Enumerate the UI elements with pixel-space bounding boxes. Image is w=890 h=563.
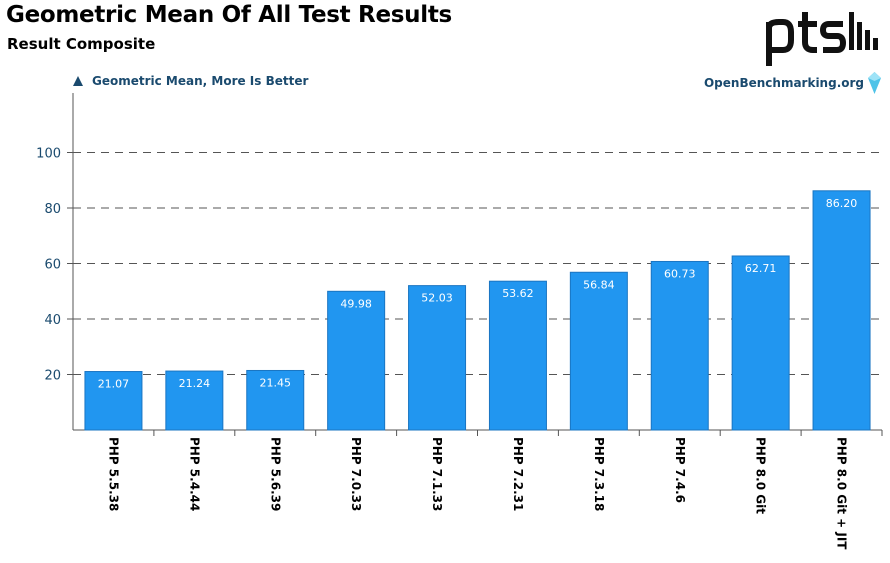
bar: [408, 285, 467, 431]
openbenchmarking-icon: [868, 72, 881, 94]
value-label: 21.07: [98, 378, 130, 391]
source-text: OpenBenchmarking.org: [703, 76, 864, 90]
value-label: 53.62: [502, 287, 534, 300]
triangle-up-icon: [73, 76, 83, 86]
value-label: 21.45: [260, 376, 292, 389]
category-label: PHP 7.3.18: [592, 437, 606, 511]
pts-logo: [766, 12, 878, 66]
value-label: 62.71: [745, 262, 777, 275]
category-label: PHP 5.6.39: [268, 437, 282, 511]
value-label: 21.24: [179, 377, 211, 390]
category-label: PHP 5.4.44: [187, 437, 201, 511]
y-tick-label: 80: [44, 202, 61, 217]
metric-label: Geometric Mean, More Is Better: [73, 74, 308, 88]
value-label: 49.98: [340, 297, 372, 310]
bar: [488, 280, 547, 431]
bar: [650, 260, 709, 431]
y-tick-label: 40: [44, 313, 61, 328]
chart-subtitle: Result Composite: [7, 35, 156, 53]
bar: [246, 369, 305, 431]
y-tick-label: 60: [44, 258, 61, 273]
value-label: 60.73: [664, 267, 696, 280]
category-label: PHP 8.0 Git: [754, 437, 768, 514]
category-label: PHP 5.5.38: [106, 437, 120, 511]
category-label: PHP 7.2.31: [511, 437, 525, 511]
category-label: PHP 7.1.33: [430, 437, 444, 511]
value-label: 52.03: [421, 292, 453, 305]
value-label: 86.20: [826, 197, 858, 210]
y-tick-label: 100: [36, 147, 61, 162]
bar: [731, 255, 790, 431]
category-label: PHP 8.0 Git + JIT: [835, 437, 849, 550]
bars: [84, 190, 871, 431]
labels: 20 40 60 80 100 21.07 PHP 5.5.38 21.24 PHP 5.4.4…: [36, 147, 857, 551]
chart-title: Geometric Mean Of All Test Results: [6, 2, 452, 28]
bar: [569, 271, 628, 431]
bar: [327, 290, 386, 431]
bar: [165, 370, 224, 431]
metric-text: Geometric Mean, More Is Better: [92, 74, 309, 88]
y-tick-label: 20: [44, 369, 61, 384]
category-label: PHP 7.0.33: [349, 437, 363, 511]
bar: [812, 190, 871, 431]
bar: [84, 371, 143, 431]
value-label: 56.84: [583, 278, 615, 291]
category-label: PHP 7.4.6: [673, 437, 687, 503]
source-link[interactable]: OpenBenchmarking.org: [704, 72, 881, 94]
